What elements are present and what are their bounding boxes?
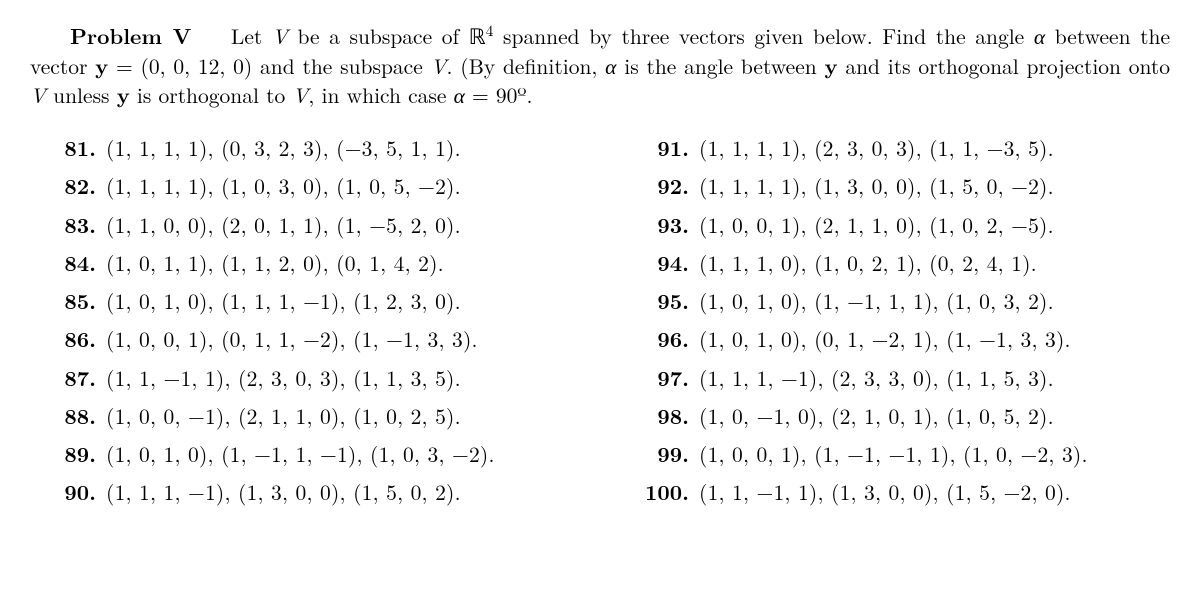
item-vectors: (1, 1, 0, 0), (2, 0, 1, 1), (1, −5, 2, 0…: [106, 206, 461, 244]
left-column: 81.(1, 1, 1, 1), (0, 3, 2, 3), (−3, 5, 1…: [44, 129, 577, 512]
item-number: 86.: [44, 320, 106, 358]
item-number: 96.: [637, 320, 699, 358]
list-item: 85.(1, 0, 1, 0), (1, 1, 1, −1), (1, 2, 3…: [44, 282, 577, 320]
item-vectors: (1, 1, 1, 1), (1, 3, 0, 0), (1, 5, 0, −2…: [699, 167, 1054, 205]
item-vectors: (1, 0, 1, 0), (1, −1, 1, −1), (1, 0, 3, …: [106, 435, 495, 473]
item-number: 99.: [637, 435, 699, 473]
item-vectors: (1, 1, 1, 1), (1, 0, 3, 0), (1, 0, 5, −2…: [106, 167, 461, 205]
page: Problem V Let V be a subspace of ℝ4 span…: [0, 0, 1200, 522]
item-number: 91.: [637, 129, 699, 167]
item-vectors: (1, 1, −1, 1), (1, 3, 0, 0), (1, 5, −2, …: [699, 473, 1071, 511]
item-vectors: (1, 1, 1, −1), (1, 3, 0, 0), (1, 5, 0, 2…: [106, 473, 461, 511]
problem-statement: Problem V Let V be a subspace of ℝ4 span…: [30, 22, 1170, 111]
item-vectors: (1, 0, 1, 1), (1, 1, 2, 0), (0, 1, 4, 2)…: [106, 244, 444, 282]
item-vectors: (1, 0, 0, −1), (2, 1, 1, 0), (1, 0, 2, 5…: [106, 397, 461, 435]
list-item: 86.(1, 0, 0, 1), (0, 1, 1, −2), (1, −1, …: [44, 320, 577, 358]
item-vectors: (1, 1, 1, 1), (2, 3, 0, 3), (1, 1, −3, 5…: [699, 129, 1054, 167]
list-item: 96.(1, 0, 1, 0), (0, 1, −2, 1), (1, −1, …: [637, 320, 1170, 358]
list-item: 90.(1, 1, 1, −1), (1, 3, 0, 0), (1, 5, 0…: [44, 473, 577, 511]
problem-body: Let V be a subspace of ℝ4 spanned by thr…: [30, 21, 1170, 110]
list-item: 99.(1, 0, 0, 1), (1, −1, −1, 1), (1, 0, …: [637, 435, 1170, 473]
list-item: 95.(1, 0, 1, 0), (1, −1, 1, 1), (1, 0, 3…: [637, 282, 1170, 320]
item-number: 98.: [637, 397, 699, 435]
item-vectors: (1, 0, 0, 1), (0, 1, 1, −2), (1, −1, 3, …: [106, 320, 478, 358]
item-number: 90.: [44, 473, 106, 511]
item-number: 93.: [637, 206, 699, 244]
list-item: 83.(1, 1, 0, 0), (2, 0, 1, 1), (1, −5, 2…: [44, 206, 577, 244]
item-vectors: (1, 1, 1, −1), (2, 3, 3, 0), (1, 1, 5, 3…: [699, 359, 1054, 397]
list-item: 92.(1, 1, 1, 1), (1, 3, 0, 0), (1, 5, 0,…: [637, 167, 1170, 205]
item-number: 81.: [44, 129, 106, 167]
list-item: 88.(1, 0, 0, −1), (2, 1, 1, 0), (1, 0, 2…: [44, 397, 577, 435]
item-number: 100.: [637, 473, 699, 511]
list-item: 98.(1, 0, −1, 0), (2, 1, 0, 1), (1, 0, 5…: [637, 397, 1170, 435]
item-vectors: (1, 1, 1, 0), (1, 0, 2, 1), (0, 2, 4, 1)…: [699, 244, 1037, 282]
item-number: 88.: [44, 397, 106, 435]
list-item: 93.(1, 0, 0, 1), (2, 1, 1, 0), (1, 0, 2,…: [637, 206, 1170, 244]
list-item: 94.(1, 1, 1, 0), (1, 0, 2, 1), (0, 2, 4,…: [637, 244, 1170, 282]
item-vectors: (1, 0, 0, 1), (2, 1, 1, 0), (1, 0, 2, −5…: [699, 206, 1054, 244]
list-item: 100.(1, 1, −1, 1), (1, 3, 0, 0), (1, 5, …: [637, 473, 1170, 511]
item-vectors: (1, 0, 0, 1), (1, −1, −1, 1), (1, 0, −2,…: [699, 435, 1088, 473]
problem-title: Problem V: [70, 21, 191, 51]
item-number: 83.: [44, 206, 106, 244]
right-column: 91.(1, 1, 1, 1), (2, 3, 0, 3), (1, 1, −3…: [637, 129, 1170, 512]
list-item: 97.(1, 1, 1, −1), (2, 3, 3, 0), (1, 1, 5…: [637, 359, 1170, 397]
item-number: 82.: [44, 167, 106, 205]
list-item: 81.(1, 1, 1, 1), (0, 3, 2, 3), (−3, 5, 1…: [44, 129, 577, 167]
problem-list: 81.(1, 1, 1, 1), (0, 3, 2, 3), (−3, 5, 1…: [30, 129, 1170, 512]
list-item: 82.(1, 1, 1, 1), (1, 0, 3, 0), (1, 0, 5,…: [44, 167, 577, 205]
item-vectors: (1, 1, 1, 1), (0, 3, 2, 3), (−3, 5, 1, 1…: [106, 129, 461, 167]
list-item: 89.(1, 0, 1, 0), (1, −1, 1, −1), (1, 0, …: [44, 435, 577, 473]
item-number: 84.: [44, 244, 106, 282]
item-number: 94.: [637, 244, 699, 282]
item-number: 97.: [637, 359, 699, 397]
item-number: 85.: [44, 282, 106, 320]
list-item: 87.(1, 1, −1, 1), (2, 3, 0, 3), (1, 1, 3…: [44, 359, 577, 397]
item-number: 87.: [44, 359, 106, 397]
item-vectors: (1, 0, −1, 0), (2, 1, 0, 1), (1, 0, 5, 2…: [699, 397, 1054, 435]
item-vectors: (1, 1, −1, 1), (2, 3, 0, 3), (1, 1, 3, 5…: [106, 359, 461, 397]
item-vectors: (1, 0, 1, 0), (1, −1, 1, 1), (1, 0, 3, 2…: [699, 282, 1054, 320]
item-number: 95.: [637, 282, 699, 320]
item-number: 89.: [44, 435, 106, 473]
item-vectors: (1, 0, 1, 0), (0, 1, −2, 1), (1, −1, 3, …: [699, 320, 1071, 358]
list-item: 91.(1, 1, 1, 1), (2, 3, 0, 3), (1, 1, −3…: [637, 129, 1170, 167]
item-vectors: (1, 0, 1, 0), (1, 1, 1, −1), (1, 2, 3, 0…: [106, 282, 461, 320]
item-number: 92.: [637, 167, 699, 205]
list-item: 84.(1, 0, 1, 1), (1, 1, 2, 0), (0, 1, 4,…: [44, 244, 577, 282]
